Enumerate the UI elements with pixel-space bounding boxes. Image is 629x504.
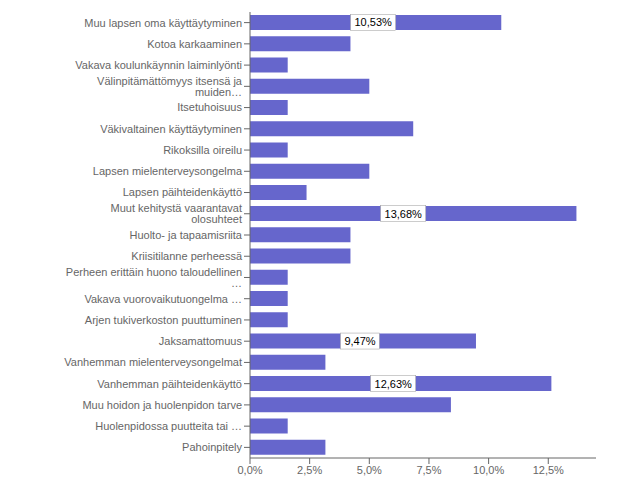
svg-text:Rikoksilla oireilu: Rikoksilla oireilu bbox=[163, 144, 242, 156]
svg-text:Pahoinpitely: Pahoinpitely bbox=[182, 441, 242, 453]
svg-text:0,0%: 0,0% bbox=[237, 464, 262, 476]
svg-text:7,5%: 7,5% bbox=[416, 464, 441, 476]
svg-text:Väkivaltainen käyttäytyminen: Väkivaltainen käyttäytyminen bbox=[100, 123, 242, 135]
svg-text:Arjen tukiverkoston puuttumine: Arjen tukiverkoston puuttuminen bbox=[85, 314, 242, 326]
svg-text:Vanhemman mielenterveysongelma: Vanhemman mielenterveysongelmat bbox=[64, 356, 242, 368]
svg-text:Vakava koulunkäynnin laiminlyö: Vakava koulunkäynnin laiminlyönti bbox=[75, 59, 242, 71]
svg-text:Kriisitilanne perheessä: Kriisitilanne perheessä bbox=[131, 250, 243, 262]
svg-text:Muut kehitystä vaarantavatolos: Muut kehitystä vaarantavatolosuhteet bbox=[111, 202, 242, 225]
svg-text:10,53%: 10,53% bbox=[355, 16, 393, 28]
svg-text:Muu hoidon ja huolenpidon tarv: Muu hoidon ja huolenpidon tarve bbox=[82, 399, 242, 411]
svg-text:5,0%: 5,0% bbox=[357, 464, 382, 476]
svg-text:2,5%: 2,5% bbox=[297, 464, 322, 476]
svg-text:Huolto- ja tapaamisriita: Huolto- ja tapaamisriita bbox=[130, 229, 243, 241]
svg-text:Muu lapsen oma käyttäytyminen: Muu lapsen oma käyttäytyminen bbox=[84, 17, 242, 29]
svg-text:Lapsen mielenterveysongelma: Lapsen mielenterveysongelma bbox=[93, 165, 243, 177]
svg-text:Välinpitämättömyys itsensä jam: Välinpitämättömyys itsensä jamuiden… bbox=[97, 75, 243, 98]
svg-text:12,63%: 12,63% bbox=[375, 378, 413, 390]
svg-text:Vanhemman päihteidenkäyttö: Vanhemman päihteidenkäyttö bbox=[97, 378, 242, 390]
svg-text:13,68%: 13,68% bbox=[385, 208, 423, 220]
svg-text:Lapsen päihteidenkäyttö: Lapsen päihteidenkäyttö bbox=[123, 186, 242, 198]
svg-text:10,0%: 10,0% bbox=[473, 464, 504, 476]
svg-text:Kotoa karkaaminen: Kotoa karkaaminen bbox=[147, 38, 242, 50]
svg-text:12,5%: 12,5% bbox=[533, 464, 564, 476]
svg-text:Vakava vuorovaikutuongelma …: Vakava vuorovaikutuongelma … bbox=[84, 293, 242, 305]
svg-text:Huolenpidossa puutteita tai …: Huolenpidossa puutteita tai … bbox=[95, 420, 242, 432]
svg-text:9,47%: 9,47% bbox=[344, 335, 375, 347]
svg-text:Itsetuhoisuus: Itsetuhoisuus bbox=[177, 101, 242, 113]
svg-text:Perheen erittäin huono taloude: Perheen erittäin huono taloudellinen… bbox=[66, 266, 242, 289]
svg-text:Jaksamattomuus: Jaksamattomuus bbox=[159, 335, 243, 347]
